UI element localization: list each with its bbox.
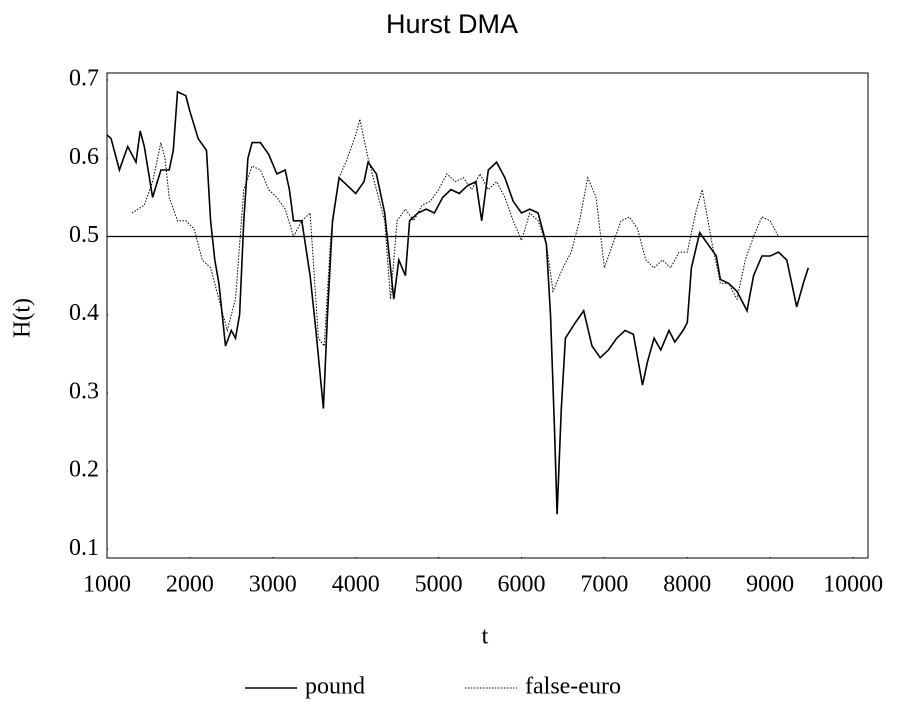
legend-label: pound (305, 674, 365, 700)
x-tick-label: 10000 (823, 572, 883, 598)
y-tick-label: 0.7 (69, 66, 99, 92)
x-tick-label: 5000 (415, 572, 463, 598)
x-tick-label: 7000 (580, 572, 628, 598)
series-line (131, 119, 779, 348)
y-tick-label: 0.1 (69, 535, 99, 561)
y-tick-label: 0.3 (69, 378, 99, 404)
x-tick-label: 2000 (166, 572, 214, 598)
x-tick-label: 6000 (497, 572, 545, 598)
x-tick-label: 3000 (249, 572, 297, 598)
x-axis-title: t (482, 624, 489, 650)
y-tick-label: 0.5 (69, 222, 99, 248)
y-tick-label: 0.4 (69, 300, 99, 326)
chart-title: Hurst DMA (386, 9, 518, 39)
x-tick-label: 9000 (746, 572, 794, 598)
x-tick-label: 1000 (83, 572, 131, 598)
legend-label: false-euro (525, 674, 621, 700)
y-axis-title: H(t) (10, 298, 36, 338)
x-tick-label: 8000 (663, 572, 711, 598)
series-line (106, 90, 810, 515)
plot-frame (106, 72, 869, 559)
x-tick-label: 4000 (332, 572, 380, 598)
y-tick-label: 0.2 (69, 457, 99, 483)
y-tick-label: 0.6 (69, 144, 99, 170)
